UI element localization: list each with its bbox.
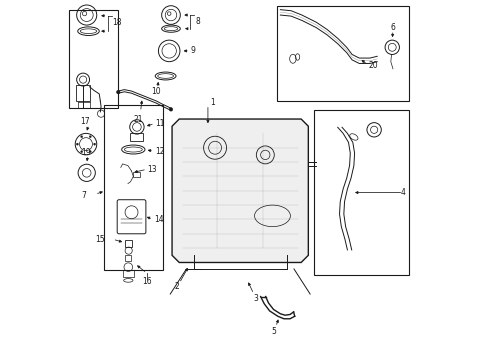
Bar xyxy=(314,110,408,275)
Text: 2: 2 xyxy=(175,282,179,291)
Text: 15: 15 xyxy=(95,235,105,244)
Text: 14: 14 xyxy=(153,215,163,224)
Text: 7: 7 xyxy=(81,190,86,199)
Text: 21: 21 xyxy=(134,115,143,124)
Text: 6: 6 xyxy=(389,23,394,32)
Bar xyxy=(130,134,143,141)
Text: 16: 16 xyxy=(142,277,151,286)
Bar xyxy=(69,10,118,108)
Text: 13: 13 xyxy=(147,165,157,174)
Text: 9: 9 xyxy=(190,46,195,55)
Bar xyxy=(123,270,134,277)
Bar xyxy=(104,105,163,270)
Bar xyxy=(276,6,408,101)
Circle shape xyxy=(89,136,91,138)
Text: 3: 3 xyxy=(253,294,258,303)
Text: 18: 18 xyxy=(112,18,122,27)
Circle shape xyxy=(89,150,91,153)
Bar xyxy=(125,240,132,247)
Text: 20: 20 xyxy=(368,62,378,71)
Circle shape xyxy=(81,150,82,153)
Text: 17: 17 xyxy=(81,117,90,126)
Text: 1: 1 xyxy=(209,98,214,107)
Text: 10: 10 xyxy=(151,86,161,95)
Text: 4: 4 xyxy=(400,188,405,197)
Bar xyxy=(132,172,140,177)
Circle shape xyxy=(81,136,82,138)
Text: 5: 5 xyxy=(271,327,276,336)
Circle shape xyxy=(93,143,96,145)
Text: 8: 8 xyxy=(195,17,200,26)
Circle shape xyxy=(76,143,78,145)
Text: 11: 11 xyxy=(155,119,165,128)
Polygon shape xyxy=(172,119,308,262)
Circle shape xyxy=(169,108,172,111)
Bar xyxy=(76,85,90,101)
Bar xyxy=(124,255,131,261)
Text: 19: 19 xyxy=(81,148,91,157)
Text: 12: 12 xyxy=(155,147,164,156)
Circle shape xyxy=(116,90,120,94)
